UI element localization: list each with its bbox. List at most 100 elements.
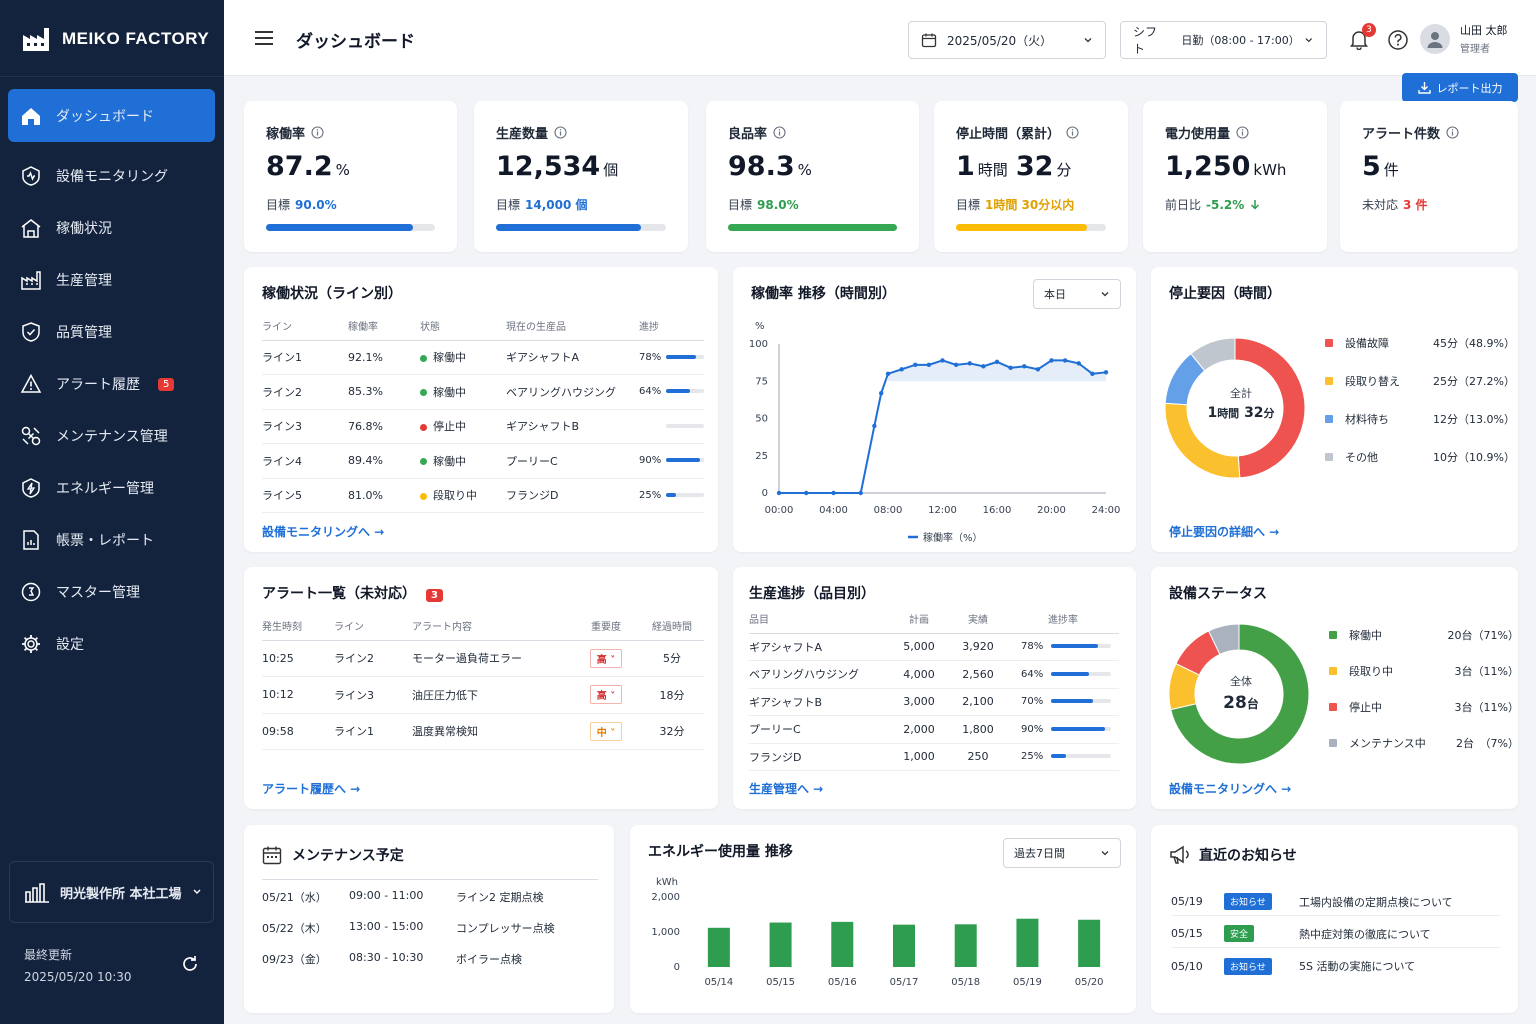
refresh-icon[interactable] xyxy=(180,954,200,974)
chevron-down-icon xyxy=(1305,38,1313,43)
list-item[interactable]: 05/10 お知らせ 5S 活動の実施について xyxy=(1171,952,1501,980)
progress-bar xyxy=(666,458,704,463)
table-row[interactable]: ライン2 85.3% 稼働中 ベアリングハウジング 64% xyxy=(262,374,704,410)
chevron-down-icon xyxy=(193,889,201,894)
info-icon[interactable] xyxy=(1236,126,1249,139)
column-header: 重要度 xyxy=(572,612,640,641)
brand[interactable]: MEIKO FACTORY xyxy=(22,26,209,52)
sidebar-item-4[interactable]: 品質管理 xyxy=(8,306,215,358)
product-name: プーリーC xyxy=(749,715,889,744)
sidebar-item-2[interactable]: 稼働状況 xyxy=(8,202,215,254)
legend-name: メンテナンス中 xyxy=(1349,737,1426,750)
info-icon[interactable] xyxy=(1066,126,1079,139)
product-actual: 2,100 xyxy=(949,688,1007,716)
equipment-monitoring-link[interactable]: 設備モニタリングへ → xyxy=(262,525,385,539)
help-icon[interactable] xyxy=(1387,29,1409,51)
sidebar-item-1[interactable]: 設備モニタリング xyxy=(8,150,215,202)
energy-period-dropdown[interactable]: 過去7日間 xyxy=(1003,838,1121,868)
brand-name: MEIKO FACTORY xyxy=(62,29,210,48)
product-name: ギアシャフトB xyxy=(749,688,889,716)
table-row[interactable]: ギアシャフトA 5,000 3,920 78% xyxy=(749,633,1119,661)
sidebar-item-5[interactable]: アラート履歴 5 xyxy=(8,358,215,410)
maintenance-date: 05/22（木） xyxy=(262,922,327,935)
sidebar-item-9[interactable]: マスター管理 xyxy=(8,566,215,618)
table-row[interactable]: ライン5 81.0% 段取り中 フランジD 25% xyxy=(262,478,704,513)
news-text: 熱中症対策の徹底について xyxy=(1299,927,1431,941)
severity-badge[interactable]: 中 ˅ xyxy=(589,721,623,741)
table-row[interactable]: プーリーC 2,000 1,800 90% xyxy=(749,715,1119,744)
x-tick-label: 12:00 xyxy=(928,505,957,516)
sidebar-item-10[interactable]: 設定 xyxy=(8,618,215,670)
table-row[interactable]: ベアリングハウジング 4,000 2,560 64% xyxy=(749,660,1119,689)
alert-elapsed: 5分 xyxy=(640,640,704,677)
list-item[interactable]: 05/19 お知らせ 工場内設備の定期点検について xyxy=(1171,888,1501,916)
alerts-count-badge: 3 xyxy=(426,589,443,602)
legend-name: 段取り中 xyxy=(1349,665,1393,678)
sidebar-nav: ダッシュボード 設備モニタリング 稼働状況 生産管理 品質管理 アラート履歴 5 メンテナンス… xyxy=(8,89,215,670)
notification-button[interactable]: 3 xyxy=(1348,23,1376,52)
news-card: 直近のお知らせ 05/19 お知らせ 工場内設備の定期点検について 05/15 安全 熱中… xyxy=(1151,825,1518,1013)
sidebar-item-0[interactable]: ダッシュボード xyxy=(8,89,215,142)
sidebar-item-8[interactable]: 帳票・レポート xyxy=(8,514,215,566)
list-item[interactable]: 09/23（金） 08:30 - 10:30 ボイラー点検 xyxy=(262,951,598,967)
data-point xyxy=(885,371,891,376)
info-icon[interactable] xyxy=(311,126,324,139)
list-item[interactable]: 05/21（水） 09:00 - 11:00 ライン2 定期点検 xyxy=(262,889,598,905)
table-row[interactable]: ギアシャフトB 3,000 2,100 70% xyxy=(749,688,1119,716)
equipment-monitoring-link-2[interactable]: 設備モニタリングへ → xyxy=(1169,782,1292,796)
table-row[interactable]: ライン3 76.8% 停止中 ギアシャフトB xyxy=(262,409,704,444)
list-item[interactable]: 05/22（木） 13:00 - 15:00 コンプレッサー点検 xyxy=(262,920,598,936)
report-icon xyxy=(23,530,39,550)
kpi-card-4: 電力使用量 1,250 kWh 前日比 -5.2% xyxy=(1143,101,1327,252)
sidebar-item-6[interactable]: メンテナンス管理 xyxy=(8,410,215,462)
sidebar-item-7[interactable]: エネルギー管理 xyxy=(8,462,215,514)
trend-period-dropdown[interactable]: 本日 xyxy=(1033,279,1121,309)
shift-selector[interactable]: シフト 日勤（08:00 - 17:00） xyxy=(1120,21,1327,59)
legend-item: 稼働中 20台（71%） xyxy=(1329,627,1519,643)
menu-icon[interactable] xyxy=(254,30,274,46)
factory-selector[interactable]: 明光製作所 本社工場 xyxy=(9,861,214,923)
info-icon[interactable] xyxy=(773,126,786,139)
table-row[interactable]: ライン4 89.4% 稼働中 プーリーC 90% xyxy=(262,443,704,479)
data-point xyxy=(953,362,959,368)
table-row[interactable]: フランジD 1,000 250 25% xyxy=(749,743,1119,771)
list-item[interactable]: 05/15 安全 熱中症対策の徹底について xyxy=(1171,920,1501,948)
x-tick-label: 05/18 xyxy=(951,977,980,988)
severity-badge[interactable]: 高 ˅ xyxy=(589,648,623,668)
table-row[interactable]: 10:25 ライン2 モーター過負荷エラー高 ˅ 5分 xyxy=(262,640,704,677)
user-menu[interactable]: 山田 太郎 管理者 xyxy=(1420,22,1508,55)
kpi-sub-label: 前日比 xyxy=(1165,198,1202,212)
production-management-link[interactable]: 生産管理へ → xyxy=(749,782,824,796)
kpi-minutes-unit: 分 xyxy=(1056,161,1072,179)
severity-badge[interactable]: 高 ˅ xyxy=(589,685,623,705)
kpi-sub-value: 98.0% xyxy=(757,198,799,212)
sidebar-item-3[interactable]: 生産管理 xyxy=(8,254,215,306)
info-icon[interactable] xyxy=(1446,126,1459,139)
progress-text: 64% xyxy=(639,386,662,398)
column-header: 発生時刻 xyxy=(262,612,334,641)
stop-causes-detail-link[interactable]: 停止要因の詳細へ → xyxy=(1169,525,1280,539)
y-tick-label: 50 xyxy=(755,414,768,425)
report-export-button[interactable]: レポート出力 xyxy=(1402,73,1518,102)
news-date: 05/10 xyxy=(1171,959,1203,973)
legend-swatch xyxy=(1329,739,1337,747)
legend-item: その他 10分（10.9%） xyxy=(1325,449,1515,465)
legend-value: 3台（11%） xyxy=(1454,701,1519,714)
table-header: 発生時刻 ライン アラート内容 重要度 経過時間 xyxy=(262,612,704,641)
date-selector[interactable]: 2025/05/20（火） xyxy=(908,21,1106,59)
alert-content: モーター過負荷エラー xyxy=(412,640,572,677)
kpi-hours: 1 xyxy=(956,151,975,182)
energy-trend-card: エネルギー使用量 推移 過去7日間 kWh 0 1,000 2,000 05/14 05/… xyxy=(630,825,1136,1013)
table-row[interactable]: 09:58 ライン1 温度異常検知中 ˅ 32分 xyxy=(262,713,704,750)
stop-causes-title: 停止要因（時間） xyxy=(1169,286,1281,302)
data-point xyxy=(1090,371,1095,376)
alert-history-link[interactable]: アラート履歴へ → xyxy=(262,782,361,796)
stop-total-hours-unit: 時間 xyxy=(1217,407,1240,420)
stop-total: 全計 1時間 32分 xyxy=(1195,385,1287,421)
table-row[interactable]: 10:12 ライン3 油圧圧力低下高 ˅ 18分 xyxy=(262,676,704,714)
column-header: 計画 xyxy=(889,605,949,634)
progress-text: 78% xyxy=(1021,641,1044,653)
table-row[interactable]: ライン1 92.1% 稼働中 ギアシャフトA 78% xyxy=(262,340,704,375)
info-icon[interactable] xyxy=(554,126,567,139)
product-actual: 1,800 xyxy=(949,715,1007,744)
